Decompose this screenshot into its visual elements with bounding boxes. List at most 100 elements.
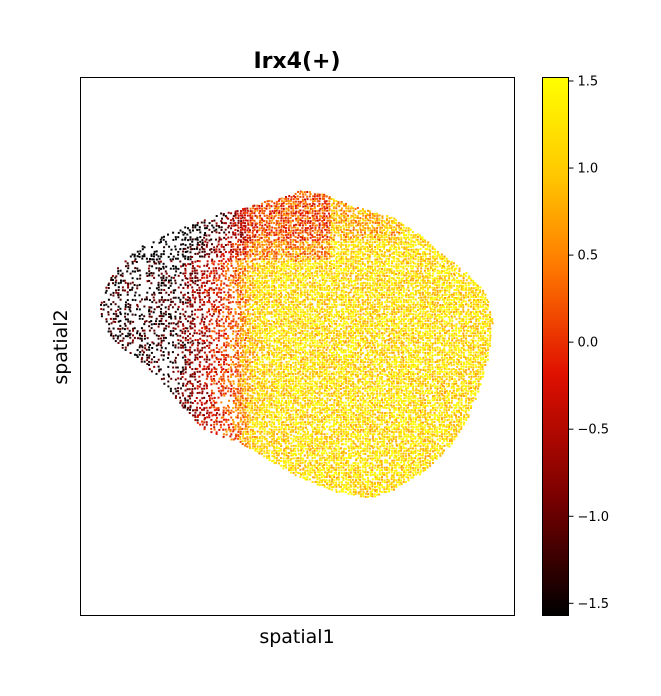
scatter-point bbox=[208, 222, 211, 225]
scatter-point bbox=[321, 212, 324, 215]
scatter-point bbox=[189, 305, 192, 308]
scatter-point bbox=[350, 243, 353, 246]
scatter-point bbox=[131, 262, 134, 265]
scatter-point bbox=[285, 253, 288, 256]
scatter-point bbox=[359, 310, 362, 313]
scatter-point bbox=[311, 212, 314, 215]
scatter-point bbox=[265, 220, 268, 223]
scatter-point bbox=[378, 292, 381, 294]
scatter-point bbox=[446, 286, 449, 289]
scatter-point bbox=[361, 274, 364, 277]
scatter-point bbox=[228, 231, 231, 234]
scatter-point bbox=[417, 233, 420, 236]
scatter-point bbox=[153, 293, 156, 296]
scatter-point bbox=[256, 226, 259, 229]
scatter-point bbox=[309, 286, 312, 289]
scatter-point bbox=[409, 243, 412, 246]
scatter-point bbox=[275, 262, 278, 265]
scatter-point bbox=[345, 217, 348, 220]
scatter-point bbox=[296, 253, 299, 256]
scatter-point bbox=[162, 262, 165, 265]
scatter-point bbox=[249, 312, 252, 315]
scatter-point bbox=[369, 236, 372, 239]
scatter-point bbox=[453, 315, 456, 318]
scatter-point bbox=[312, 235, 314, 238]
scatter-point bbox=[304, 217, 307, 220]
scatter-point bbox=[208, 228, 211, 231]
scatter-point bbox=[354, 291, 357, 293]
scatter-point bbox=[345, 207, 348, 210]
scatter-point bbox=[345, 256, 348, 259]
scatter-point bbox=[335, 246, 338, 249]
scatter-point bbox=[333, 284, 336, 287]
scatter-point bbox=[105, 286, 108, 289]
scatter-point bbox=[427, 241, 430, 244]
scatter-point bbox=[302, 193, 304, 196]
scatter-point bbox=[227, 262, 229, 265]
scatter-point bbox=[407, 318, 410, 321]
scatter-point bbox=[351, 215, 354, 218]
scatter-point bbox=[194, 280, 197, 282]
scatter-point bbox=[316, 320, 319, 323]
scatter-point bbox=[352, 246, 355, 249]
scatter-point bbox=[222, 306, 225, 309]
scatter-point bbox=[407, 277, 410, 280]
scatter-point bbox=[294, 192, 297, 195]
scatter-point bbox=[365, 241, 367, 244]
scatter-point bbox=[292, 315, 295, 318]
scatter-point bbox=[158, 300, 161, 303]
scatter-point bbox=[292, 229, 295, 232]
scatter-point bbox=[306, 308, 309, 311]
scatter-point bbox=[227, 258, 230, 261]
scatter-point bbox=[326, 284, 329, 287]
scatter-point bbox=[328, 267, 331, 270]
scatter-point bbox=[266, 200, 269, 203]
scatter-point bbox=[424, 275, 427, 278]
scatter-point bbox=[280, 207, 283, 210]
scatter-point bbox=[335, 311, 338, 313]
scatter-point bbox=[415, 310, 418, 313]
scatter-point bbox=[359, 321, 362, 323]
scatter-point bbox=[489, 320, 492, 323]
scatter-point bbox=[462, 294, 465, 297]
scatter-point bbox=[148, 306, 151, 309]
scatter-point bbox=[440, 320, 443, 323]
scatter-point bbox=[248, 315, 251, 318]
scatter-point bbox=[304, 229, 307, 232]
scatter-point bbox=[192, 265, 194, 268]
scatter-point bbox=[428, 276, 431, 279]
scatter-point bbox=[482, 289, 484, 292]
scatter-point bbox=[287, 241, 289, 244]
scatter-point bbox=[237, 222, 240, 224]
scatter-point bbox=[290, 263, 293, 266]
scatter-point bbox=[393, 311, 396, 314]
scatter-point bbox=[194, 260, 197, 263]
scatter-point bbox=[235, 250, 238, 253]
scatter-point bbox=[240, 210, 242, 213]
scatter-point bbox=[409, 299, 412, 302]
scatter-point bbox=[462, 299, 465, 302]
scatter-point bbox=[364, 291, 367, 294]
scatter-point bbox=[342, 250, 345, 253]
scatter-point bbox=[169, 279, 172, 282]
scatter-point bbox=[369, 227, 372, 230]
scatter-point bbox=[311, 257, 314, 260]
scatter-point bbox=[306, 256, 309, 259]
scatter-point bbox=[354, 310, 357, 313]
scatter-point bbox=[129, 310, 132, 313]
scatter-point bbox=[318, 193, 321, 196]
scatter-point bbox=[376, 311, 379, 314]
scatter-point bbox=[336, 272, 338, 275]
scatter-point bbox=[376, 233, 379, 236]
scatter-point bbox=[347, 223, 350, 226]
scatter-point bbox=[299, 248, 302, 251]
scatter-point bbox=[325, 233, 328, 236]
scatter-point bbox=[407, 260, 409, 263]
scatter-point bbox=[228, 288, 231, 291]
scatter-point bbox=[275, 219, 278, 222]
scatter-point bbox=[192, 224, 194, 227]
scatter-point bbox=[340, 256, 343, 258]
scatter-point bbox=[258, 238, 261, 241]
scatter-point bbox=[182, 255, 185, 258]
scatter-point bbox=[182, 303, 185, 306]
